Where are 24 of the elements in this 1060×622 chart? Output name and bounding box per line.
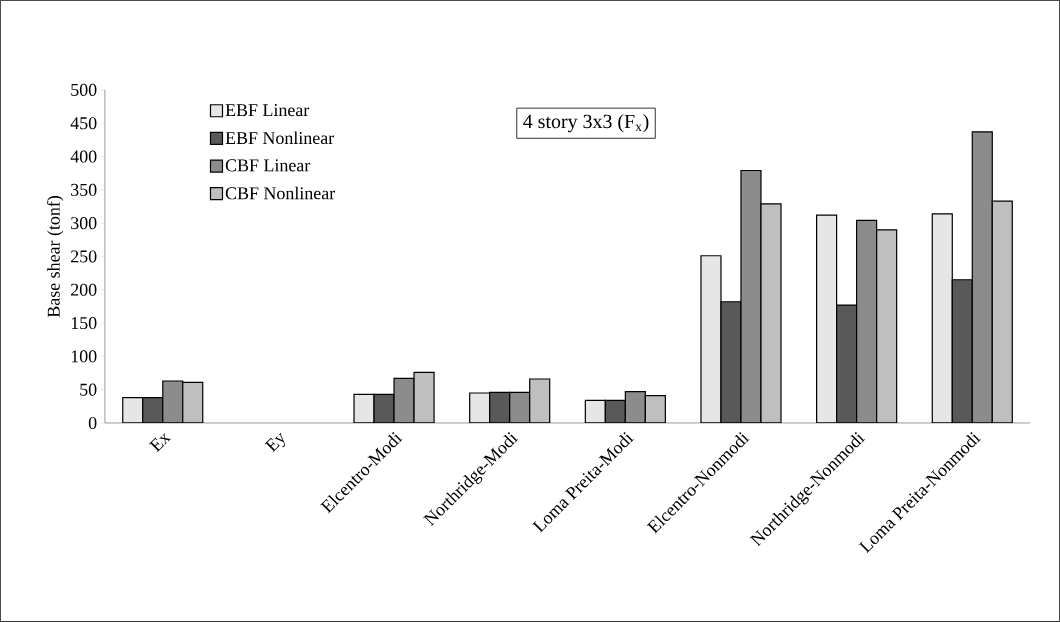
x-tick-label: Ey <box>264 432 285 453</box>
y-tick-label: 500 <box>71 83 97 96</box>
bar <box>876 229 898 424</box>
bar <box>529 378 551 424</box>
text: 4 story 3x3 (F$_{x}$) <box>523 114 649 133</box>
legend-label: CBF Linear <box>225 159 311 172</box>
y-tick-label: 250 <box>71 250 97 263</box>
y-tick-label: 200 <box>71 283 97 296</box>
legend-label: EBF Nonlinear <box>225 131 335 145</box>
y-tick-label: 0 <box>88 416 97 430</box>
bar <box>182 381 204 424</box>
bar <box>991 200 1013 424</box>
y-tick-label: 300 <box>71 217 97 230</box>
y-tick-label: 150 <box>71 317 97 330</box>
legend-label: EBF Linear <box>225 104 310 117</box>
bar <box>644 395 666 424</box>
y-tick-label: 450 <box>70 117 97 130</box>
y-axis-title: Base shear (tonf) <box>46 196 64 318</box>
y-tick-label: 50 <box>80 383 97 396</box>
x-tick-label: Ex <box>149 433 171 453</box>
y-tick-label: 400 <box>70 150 97 163</box>
y-tick-label: 350 <box>71 183 97 196</box>
legend-label: CBF Nonlinear <box>225 186 336 200</box>
y-tick-label: 100 <box>71 350 97 363</box>
